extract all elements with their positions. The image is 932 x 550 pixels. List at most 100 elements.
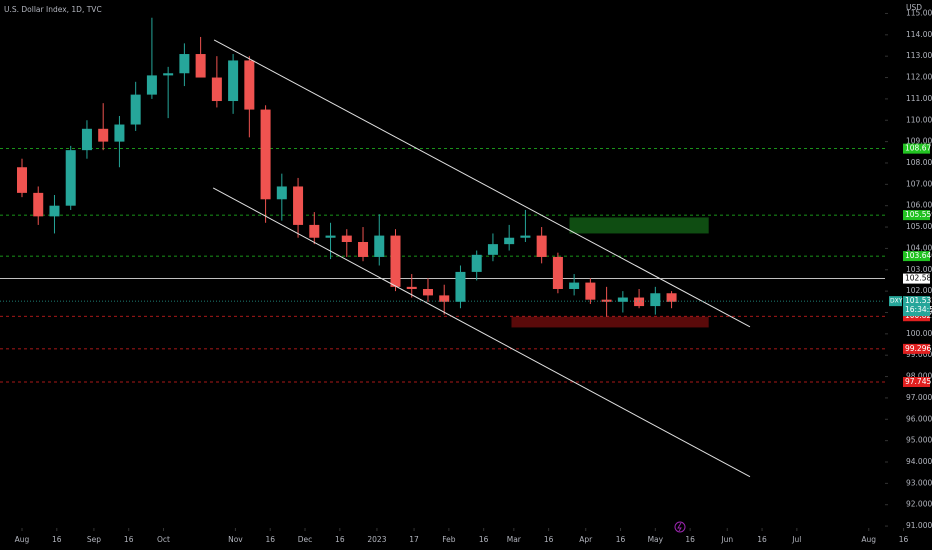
x-tick-label: Sep <box>87 535 101 544</box>
x-tick-label: Feb <box>442 535 456 544</box>
x-tick-label: 16 <box>757 535 767 544</box>
x-tick-label: Aug <box>15 535 30 544</box>
x-tick-label: 17 <box>409 535 419 544</box>
candle-body <box>16 167 27 193</box>
x-tick-label: 16 <box>685 535 695 544</box>
x-tick-label: 16 <box>544 535 554 544</box>
symbol-label: DXY <box>890 298 903 305</box>
candle-body <box>325 235 336 238</box>
y-tick-label: 112.000 <box>906 73 932 82</box>
trendline <box>212 187 751 478</box>
y-tick-label: 99.000 <box>906 350 932 359</box>
level-badge <box>903 210 930 221</box>
candle-body <box>585 282 596 300</box>
level-badge <box>903 343 930 354</box>
level-label: 99.296 <box>905 344 931 353</box>
level-badge <box>903 377 930 388</box>
level-badge <box>903 143 930 154</box>
y-tick-label: 94.000 <box>906 457 932 466</box>
level-label: 108.671 <box>905 144 932 153</box>
candle-body <box>634 297 645 307</box>
x-tick-label: 16 <box>124 535 134 544</box>
candle-body <box>455 271 466 302</box>
candle-body <box>130 94 141 125</box>
y-tick-label: 108.000 <box>906 158 932 167</box>
candle-body <box>552 256 563 289</box>
candle-body <box>617 297 628 302</box>
candle-body <box>276 186 287 200</box>
candle-body <box>260 109 271 200</box>
candle-body <box>163 73 174 76</box>
y-tick-label: 104.000 <box>906 243 932 252</box>
candle-body <box>439 295 450 302</box>
candle-body <box>244 60 255 110</box>
y-tick-label: 114.000 <box>906 30 932 39</box>
x-tick-label: Oct <box>157 535 170 544</box>
x-tick-label: 2023 <box>367 535 386 544</box>
x-tick-label: Jun <box>720 535 733 544</box>
x-tick-label: 16 <box>52 535 62 544</box>
level-label: 103.640 <box>905 251 932 260</box>
candle-body <box>406 286 417 289</box>
event-icon[interactable] <box>674 521 686 533</box>
y-tick-label: 113.000 <box>906 51 932 60</box>
candle-body <box>358 242 369 257</box>
x-tick-label: May <box>648 535 664 544</box>
candle-body <box>520 235 531 238</box>
candle-body <box>293 186 304 225</box>
y-tick-label: 102.000 <box>906 286 932 295</box>
candle-body <box>536 235 547 257</box>
countdown: 16:34:50 <box>905 305 932 314</box>
candle-body <box>341 235 352 242</box>
candle-body <box>211 77 222 102</box>
candle-body <box>504 237 515 245</box>
y-tick-label: 109.000 <box>906 137 932 146</box>
candle-body <box>65 150 76 206</box>
candle-body <box>33 192 44 217</box>
level-label: 105.559 <box>905 210 932 219</box>
candle-body <box>309 224 320 238</box>
y-tick-label: 103.000 <box>906 265 932 274</box>
plot: 115.000 114.000 113.000 112.000 111.000 110.0… <box>0 8 932 544</box>
candle-body <box>49 205 60 217</box>
x-tick-label: 16 <box>479 535 489 544</box>
last-price-badge <box>903 296 930 317</box>
x-tick-label: Apr <box>579 535 593 544</box>
zone <box>569 217 709 234</box>
candle-body <box>666 293 677 302</box>
y-tick-label: 111.000 <box>906 94 932 103</box>
candle-body <box>81 128 92 151</box>
chart-title: U.S. Dollar Index, 1D, TVC <box>4 5 102 14</box>
y-tick-label: 107.000 <box>906 179 932 188</box>
y-tick-label: 97.000 <box>906 393 932 402</box>
candle-body <box>179 54 190 74</box>
y-tick-label: 92.000 <box>906 500 932 509</box>
x-tick-label: Dec <box>298 535 313 544</box>
level-label: 102.587 <box>905 274 932 283</box>
candle-body <box>114 124 125 142</box>
x-tick-label: 16 <box>899 535 909 544</box>
candle-body <box>195 54 206 78</box>
candle-body <box>650 293 661 307</box>
candle-body <box>390 235 401 287</box>
x-tick-label: Aug <box>861 535 876 544</box>
last-price-label: 101.532 <box>905 296 932 305</box>
candle-body <box>374 235 385 257</box>
symbol-badge <box>889 296 902 307</box>
x-tick-label: 16 <box>265 535 275 544</box>
candle-body <box>471 254 482 272</box>
x-tick-label: Nov <box>228 535 243 544</box>
level-badge <box>903 273 930 284</box>
level-badge <box>903 311 930 322</box>
y-tick-label: 100.000 <box>906 329 932 338</box>
candle-body <box>487 244 498 255</box>
x-tick-label: Mar <box>507 535 522 544</box>
candle-body <box>98 128 109 142</box>
y-tick-label: 91.000 <box>906 521 932 530</box>
x-tick-label: 16 <box>335 535 345 544</box>
y-tick-label: 105.000 <box>906 222 932 231</box>
trendline <box>213 39 751 328</box>
y-tick-label: 106.000 <box>906 201 932 210</box>
candle-body <box>601 299 612 302</box>
